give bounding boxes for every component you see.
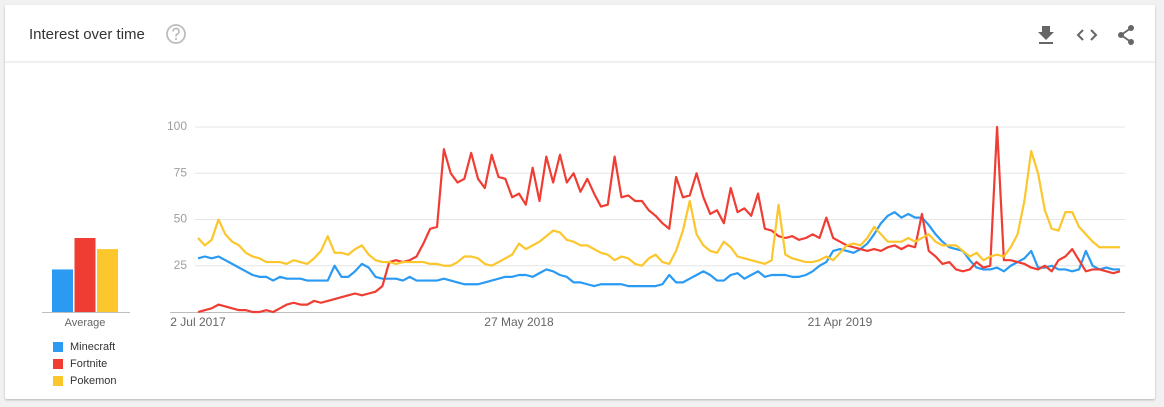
share-icon[interactable] [1118,25,1134,45]
legend-swatch [53,376,63,386]
legend-label: Fortnite [70,358,107,370]
series-line [197,125,1121,314]
average-bar [74,238,96,312]
average-bar [52,269,73,312]
series-line [197,149,1120,267]
x-tick-label: 2 Jul 2017 [170,315,226,329]
y-tick-label: 25 [174,258,188,272]
x-tick-label: 27 May 2018 [484,315,554,329]
y-tick-label: 75 [174,165,188,179]
embed-icon[interactable] [1076,29,1098,41]
download-icon[interactable] [1038,26,1054,44]
average-label: Average [65,317,106,329]
y-tick-label: 100 [167,119,187,133]
card [5,5,1155,399]
legend-swatch [53,342,63,352]
y-tick-label: 50 [174,212,188,226]
x-tick-label: 21 Apr 2019 [808,315,873,329]
series-line [197,211,1120,288]
legend-label: Minecraft [70,341,115,353]
help-icon[interactable] [166,24,186,44]
average-bar [97,249,118,312]
legend-swatch [53,359,63,369]
legend-label: Pokemon [70,375,116,387]
card-title: Interest over time [29,26,145,43]
